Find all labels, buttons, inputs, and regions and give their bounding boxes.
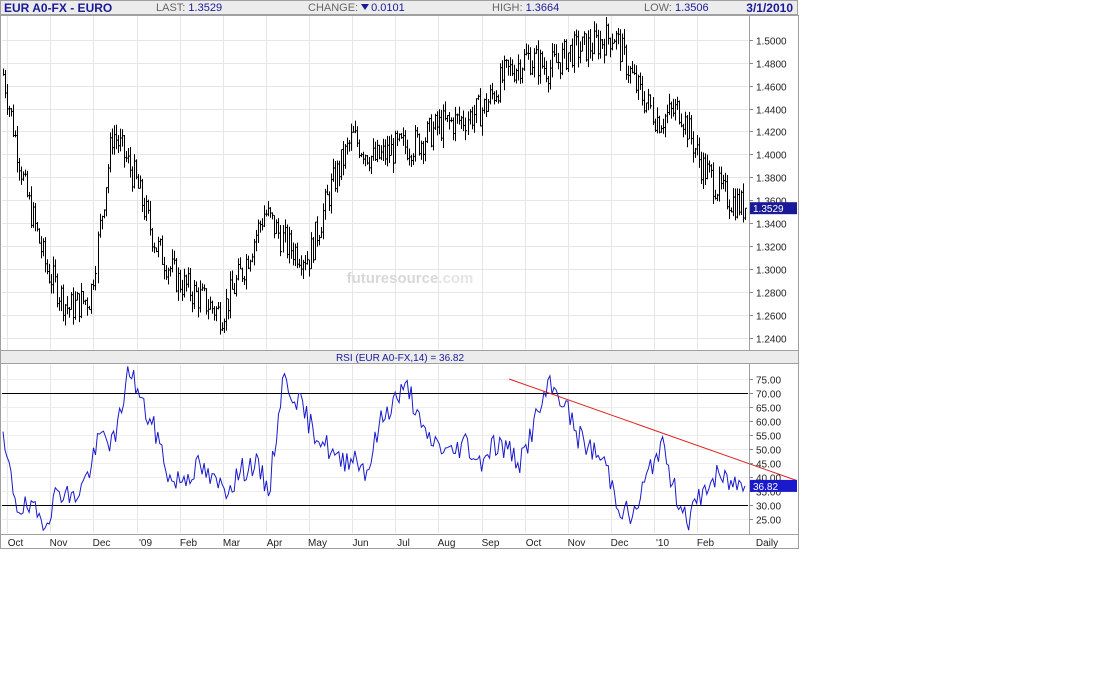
x-tick-label: Jun: [352, 538, 368, 549]
x-tick-label: Feb: [697, 538, 715, 549]
rsi-grid: [2, 365, 748, 533]
change-label: CHANGE:: [308, 2, 359, 14]
x-tick-label: Sep: [482, 538, 500, 549]
rsi-tick-label: 55.00: [756, 432, 781, 443]
high-value: 1.3664: [525, 2, 560, 14]
chart-frame: EUR A0-FX - EURO LAST: 1.3529 CHANGE: 0.0…: [0, 0, 799, 549]
change-quote: CHANGE: 0.0101: [308, 2, 405, 14]
x-tick-label: Apr: [267, 538, 283, 549]
price-y-ticks: 1.5000 1.4800 1.4600 1.4400 1.4200 1.4000 1.38…: [749, 37, 797, 346]
x-tick-label: Nov: [50, 538, 68, 549]
high-label: HIGH:: [492, 2, 523, 14]
price-tick-label: 1.3200: [756, 243, 787, 254]
last-value: 1.3529: [188, 2, 223, 14]
last-price-marker: [750, 202, 797, 215]
rsi-tick-label: 70.00: [756, 390, 781, 401]
rsi-tick-label: 40.00: [756, 474, 781, 485]
last-rsi-marker: [750, 479, 797, 492]
x-tick-label: '10: [656, 538, 669, 549]
rsi-tick-label: 45.00: [756, 460, 781, 471]
rsi-y-ticks: 75.00 70.00 65.00 60.00 55.00 50.00 45.00 40.00…: [749, 376, 797, 527]
price-tick-label: 1.4400: [756, 106, 787, 117]
price-tick-label: 1.2800: [756, 289, 787, 300]
x-tick-label: Mar: [223, 538, 241, 549]
price-bars: [3, 16, 747, 335]
rsi-tick-label: 35.00: [756, 488, 781, 499]
price-tick-label: 1.3000: [756, 266, 787, 277]
x-tick-label: Dec: [93, 538, 111, 549]
price-tick-label: 1.2400: [756, 335, 787, 346]
last-price-label: 1.3529: [753, 204, 784, 215]
x-tick-label: Nov: [568, 538, 586, 549]
x-tick-label: Aug: [438, 538, 456, 549]
x-tick-label: May: [308, 538, 327, 549]
high-quote: HIGH: 1.3664: [492, 2, 559, 14]
down-triangle-icon: [361, 4, 370, 10]
rsi-line: [2, 366, 746, 532]
change-value: 0.0101: [371, 2, 405, 14]
last-quote: LAST: 1.3529: [156, 2, 222, 14]
low-value: 1.3506: [674, 2, 709, 14]
rsi-tick-label: 75.00: [756, 376, 781, 387]
price-tick-label: 1.4600: [756, 83, 787, 94]
price-tick-label: 1.5000: [756, 37, 787, 48]
chart-border: [0, 15, 799, 549]
symbol-title: EUR A0-FX - EURO: [4, 1, 113, 15]
rsi-tick-label: 50.00: [756, 446, 781, 457]
rsi-series: [2, 366, 746, 532]
x-axis-ticks: Oct Nov Dec '09 Feb Mar Apr May Jun Jul Aug Sep Oct N…: [8, 538, 778, 549]
rsi-tick-label: 60.00: [756, 418, 781, 429]
low-label: LOW:: [644, 2, 672, 14]
price-grid: [2, 16, 748, 350]
rsi-tick-label: 25.00: [756, 516, 781, 527]
price-tick-label: 1.4800: [756, 60, 787, 71]
x-tick-label: Dec: [611, 538, 629, 549]
price-tick-label: 1.3600: [756, 197, 787, 208]
rsi-trendline-segment: [508, 378, 798, 482]
price-tick-label: 1.2600: [756, 312, 787, 323]
quote-date: 3/1/2010: [746, 1, 793, 15]
watermark: futuresource.com: [347, 270, 474, 287]
rsi-trendline: [508, 378, 798, 482]
price-tick-label: 1.3800: [756, 174, 787, 185]
price-tick-label: 1.4200: [756, 128, 787, 139]
price-tick-label: 1.4000: [756, 151, 787, 162]
x-tick-label: Jul: [397, 538, 410, 549]
rsi-tick-label: 65.00: [756, 404, 781, 415]
rsi-title-bar: [1, 351, 798, 363]
x-tick-label: Oct: [526, 538, 542, 549]
period-label: Daily: [756, 538, 778, 549]
rsi-title: RSI (EUR A0-FX,14) = 36.82: [336, 353, 465, 364]
last-label: LAST:: [156, 2, 186, 14]
price-tick-label: 1.3400: [756, 220, 787, 231]
low-quote: LOW: 1.3506: [644, 2, 709, 14]
x-tick-label: Oct: [8, 538, 24, 549]
last-rsi-label: 36.82: [753, 482, 778, 493]
chart-header: EUR A0-FX - EURO LAST: 1.3529 CHANGE: 0.0…: [0, 0, 798, 15]
rsi-reference-lines: [2, 393, 748, 506]
x-tick-label: '09: [139, 538, 152, 549]
rsi-tick-label: 30.00: [756, 502, 781, 513]
chart-canvas: futuresource.com 1.5000 1.4800 1.4600 1.440…: [0, 15, 799, 549]
x-tick-label: Feb: [180, 538, 198, 549]
